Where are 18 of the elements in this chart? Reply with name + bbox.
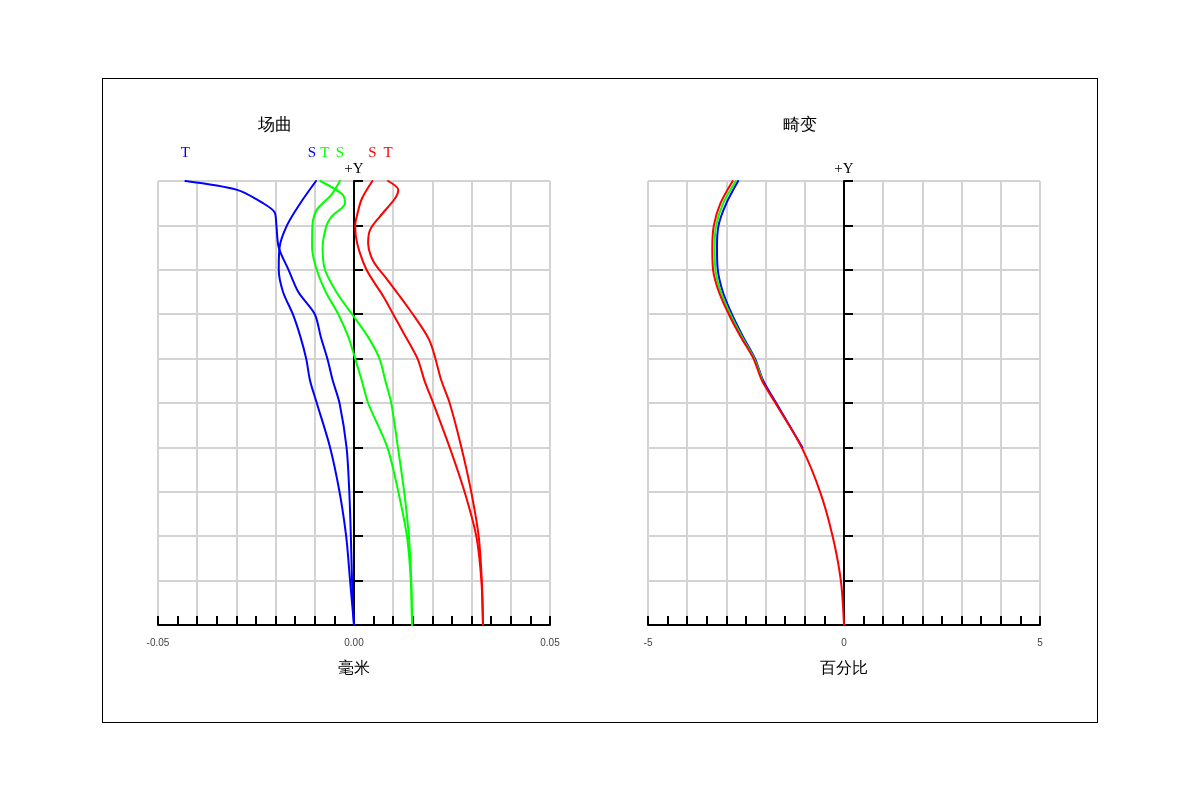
series-label: T — [320, 143, 330, 160]
x-axis-title: 毫米 — [338, 658, 370, 676]
y-axis-title: +Y — [344, 159, 364, 176]
series-label: T — [180, 143, 191, 160]
x-tick-label: 0.00 — [344, 636, 365, 648]
x-tick-label: 5 — [1037, 636, 1044, 648]
chart-title: 场曲 — [257, 115, 292, 134]
x-tick-label: -5 — [643, 636, 653, 648]
series-label: S — [368, 143, 377, 160]
chart-title: 畸变 — [783, 115, 817, 134]
series-label: T — [383, 143, 393, 160]
x-axis-title: 百分比 — [820, 658, 868, 676]
x-tick-label: -0.05 — [146, 636, 170, 648]
x-tick-label: 0.05 — [540, 636, 561, 648]
x-tick-label: 0 — [841, 636, 848, 648]
series-label: S — [335, 143, 345, 160]
series-label: S — [307, 143, 316, 160]
y-axis-title: +Y — [834, 159, 854, 176]
